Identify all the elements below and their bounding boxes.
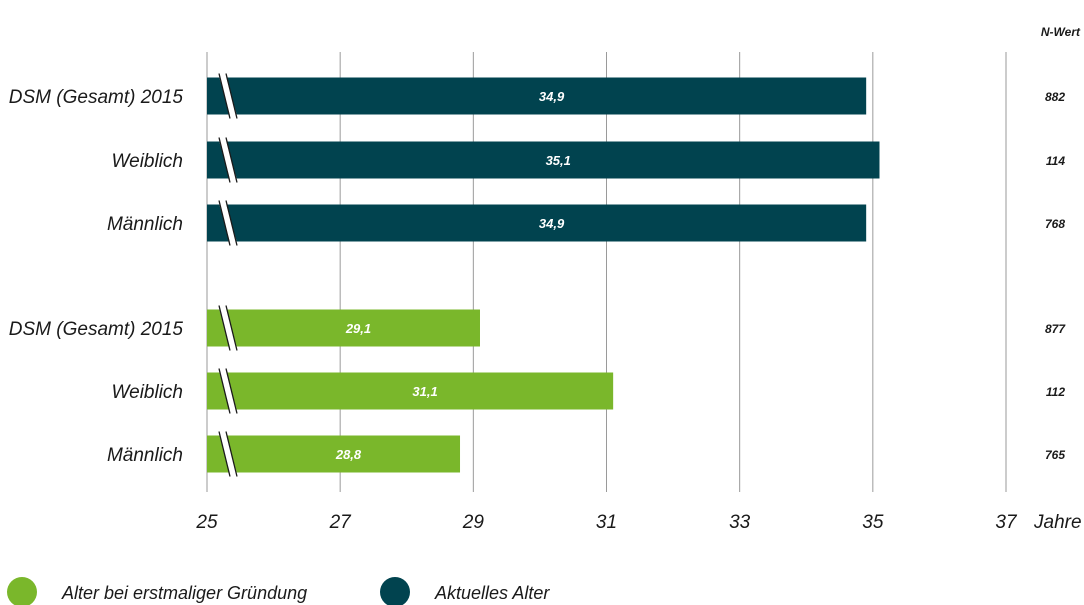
category-label: Männlich: [107, 214, 183, 235]
value-label: 34,9: [539, 89, 565, 104]
x-tick-label: 35: [862, 512, 884, 533]
axis-break-line: [218, 431, 231, 477]
n-value: 877: [1045, 322, 1066, 336]
axis-break-mark: [219, 308, 237, 348]
value-label: 28,8: [335, 447, 362, 462]
x-tick-label: 27: [329, 512, 353, 533]
bar: [207, 435, 461, 473]
category-label: Weiblich: [112, 151, 183, 172]
axis-break-mark: [219, 140, 237, 180]
x-tick-label: 37: [995, 512, 1018, 533]
axis-break-mark: [219, 203, 237, 243]
bar: [207, 372, 614, 410]
x-tick-label: 31: [596, 512, 617, 533]
axis-break-mark: [219, 371, 237, 411]
bar: [207, 77, 867, 115]
legend-label: Aktuelles Alter: [434, 583, 550, 603]
x-axis-title: Jahre: [1033, 512, 1082, 533]
bar: [207, 141, 880, 179]
category-label: DSM (Gesamt) 2015: [9, 319, 184, 340]
n-value-header: N-Wert: [1041, 25, 1081, 39]
n-value: 882: [1045, 90, 1065, 104]
value-label: 34,9: [539, 216, 565, 231]
value-label: 29,1: [345, 321, 371, 336]
value-label: 35,1: [546, 153, 571, 168]
labels: 25 27 29 31 33 35 37 34,9 DSM (Gesamt) 2015 882 35…: [9, 87, 1067, 533]
category-label: Weiblich: [112, 382, 183, 403]
x-tick-label: 33: [729, 512, 751, 533]
axis-break-line: [225, 137, 238, 183]
legend-label: Alter bei erstmaliger Gründung: [61, 583, 307, 603]
legend-swatch: [380, 577, 410, 605]
legend-swatch: [7, 577, 37, 605]
axis-break-line: [225, 73, 238, 119]
axis-break-line: [225, 368, 238, 414]
axis-break-mark: [219, 76, 237, 116]
axis-break-line: [218, 200, 231, 246]
axis-break-mark: [219, 434, 237, 474]
legend: Alter bei erstmaliger Gründung Aktuelles …: [7, 577, 550, 605]
bar: [207, 204, 867, 242]
axis-break-line: [225, 200, 238, 246]
x-tick-label: 25: [195, 512, 218, 533]
x-tick-label: 29: [462, 512, 485, 533]
value-label: 31,1: [412, 384, 437, 399]
bar: [207, 309, 480, 347]
axis-break-line: [225, 305, 238, 351]
bars: [207, 73, 880, 477]
axis-break-line: [225, 431, 238, 477]
category-label: DSM (Gesamt) 2015: [9, 87, 184, 108]
axis-break-line: [218, 137, 231, 183]
n-value: 112: [1046, 385, 1065, 399]
n-value: 765: [1045, 448, 1065, 462]
grid-lines: [206, 52, 1007, 492]
n-value: 768: [1045, 217, 1065, 231]
axis-break-line: [218, 368, 231, 414]
axis-break-line: [218, 73, 231, 119]
category-label: Männlich: [107, 445, 183, 466]
axis-break-line: [218, 305, 231, 351]
n-value: 114: [1046, 154, 1065, 168]
